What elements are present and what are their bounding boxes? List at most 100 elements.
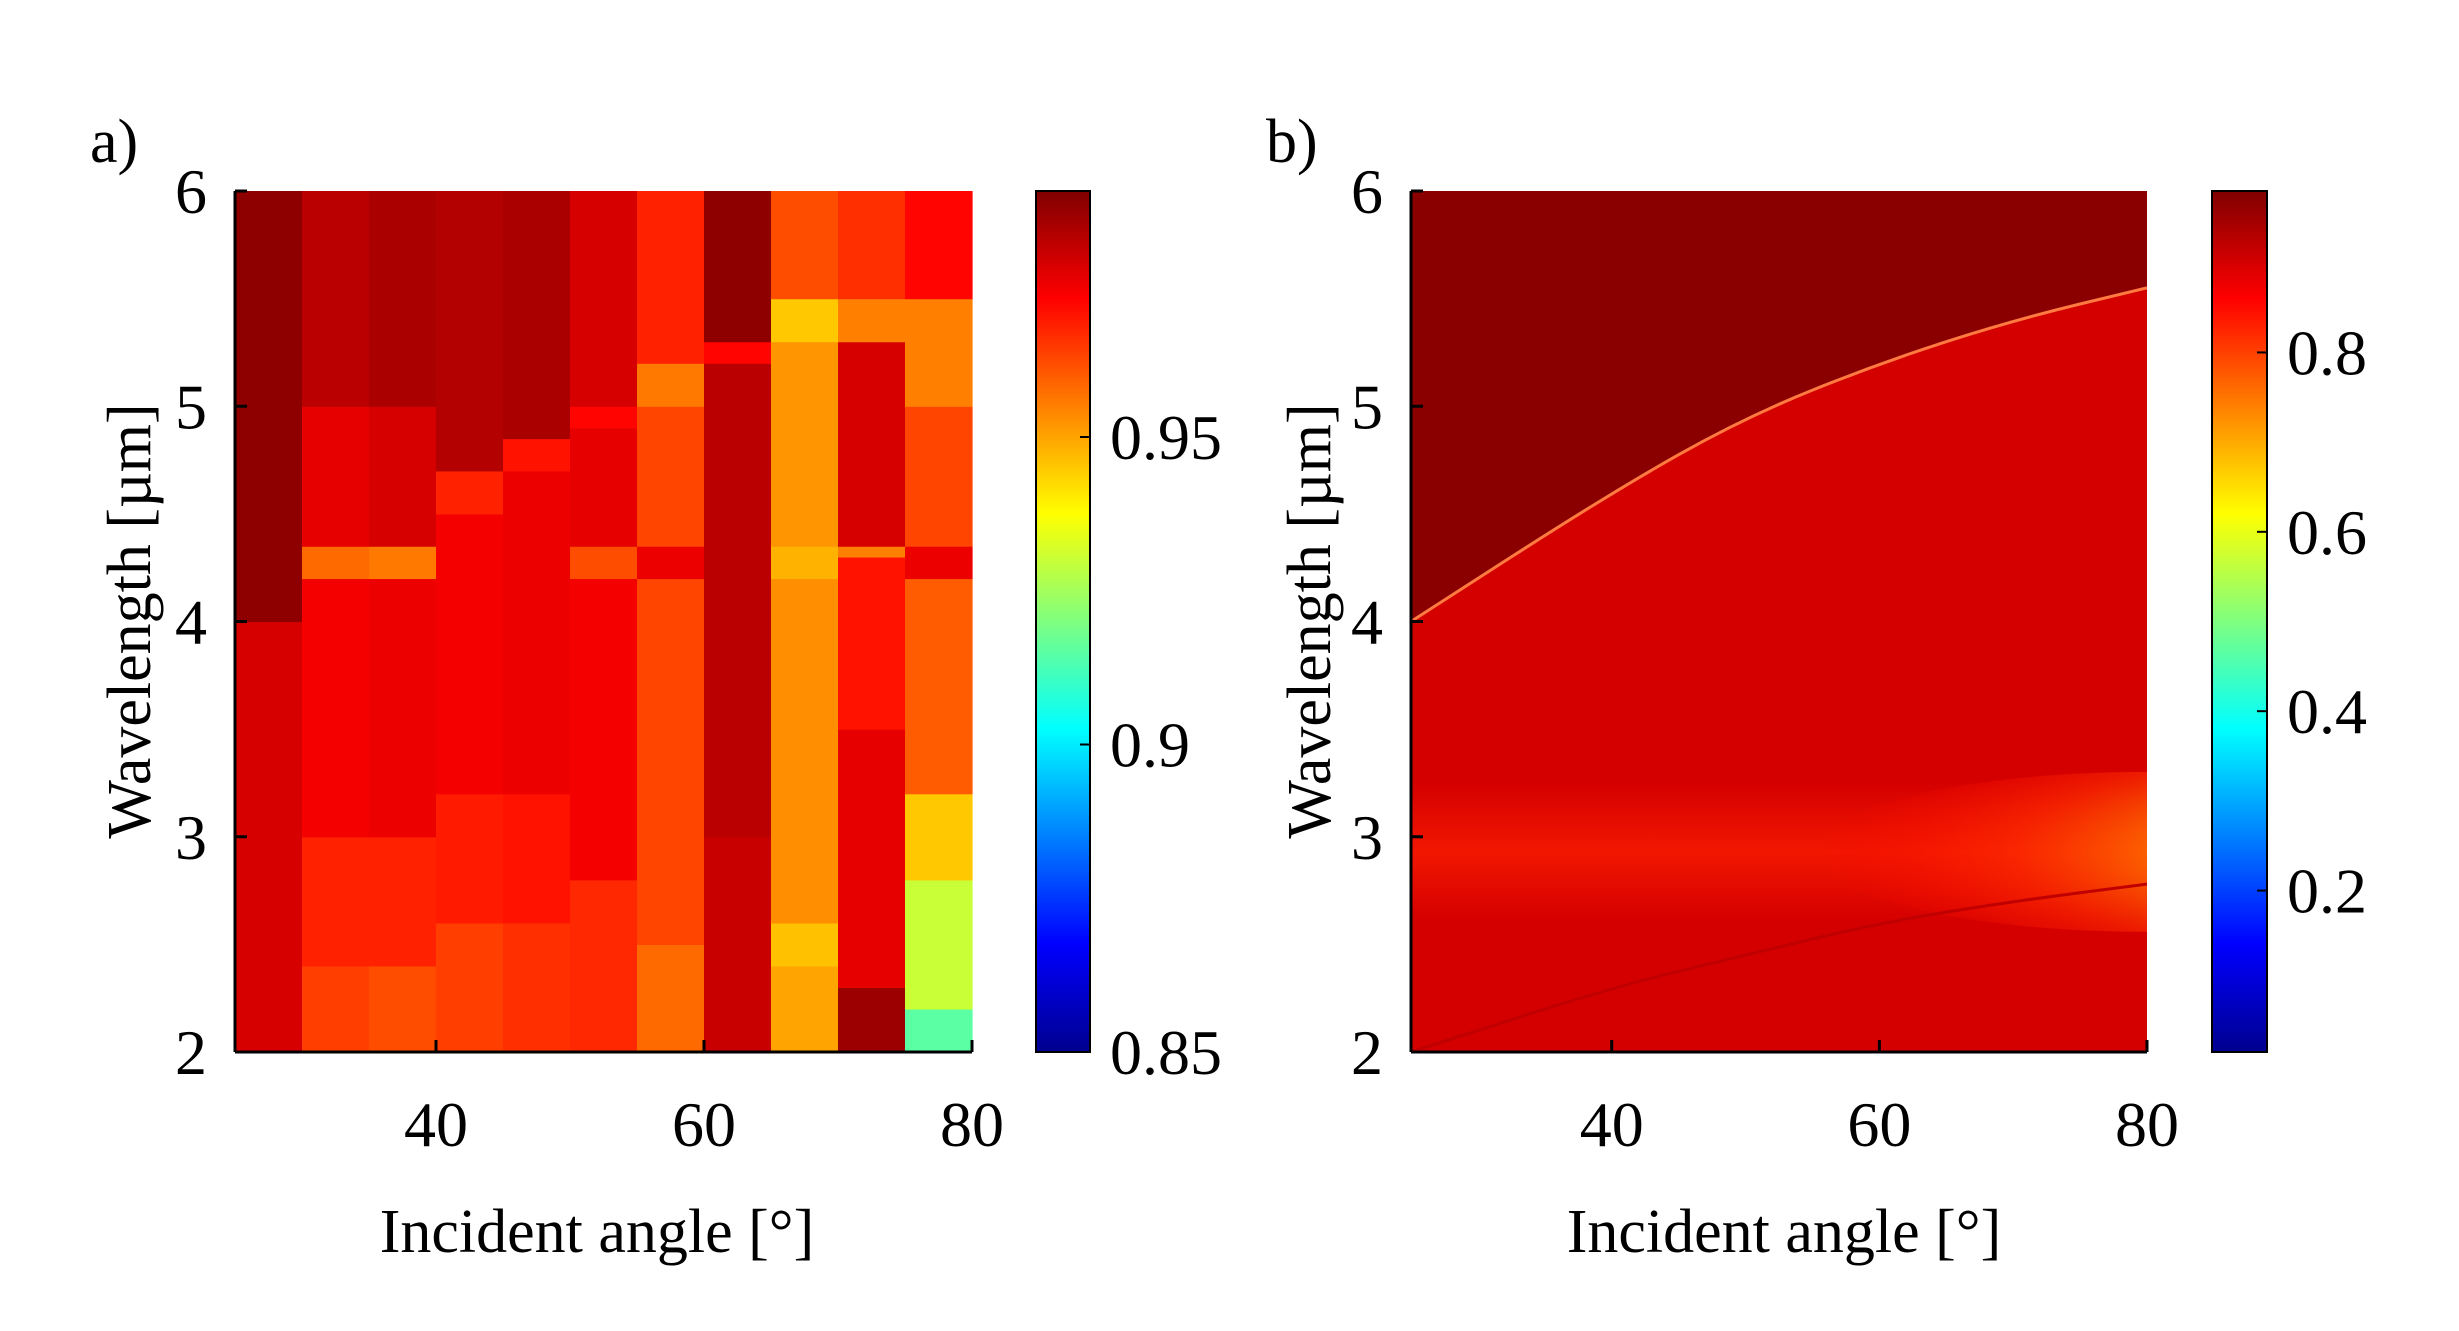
heatmap-cell — [503, 191, 571, 440]
panel-a-label: a) — [90, 108, 138, 176]
colorbar-gradient — [1035, 190, 1091, 1053]
heatmap-cell — [704, 191, 772, 343]
colorbar-tick-label: 0.2 — [2287, 856, 2367, 927]
colorbar-tick-label: 0.9 — [1110, 710, 1190, 781]
y-tick-label: 3 — [1351, 802, 1383, 873]
panel-b-xlabel: Incident angle [°] — [1567, 1198, 2001, 1266]
heatmap-cell — [436, 793, 504, 924]
heatmap-cell — [503, 470, 571, 795]
heatmap-cell — [838, 987, 906, 1053]
heatmap-cell — [369, 406, 437, 547]
heatmap-cell — [302, 578, 370, 838]
heatmap-cell — [905, 1008, 973, 1053]
colorbar-tick-label: 0.6 — [2287, 497, 2367, 568]
y-tick-label: 6 — [1351, 156, 1383, 227]
heatmap-cell — [369, 191, 437, 407]
heatmap-cell — [838, 546, 906, 558]
panel-b-axes: 2 3 4 5 6 40 60 80 — [1351, 156, 2179, 1160]
heatmap-cell — [637, 578, 705, 945]
panel-b-ylabel: Wavelength [µm] — [1276, 403, 1344, 838]
heatmap-cell — [570, 578, 638, 881]
heatmap-cell — [637, 191, 705, 364]
heatmap-cell — [838, 298, 906, 343]
y-tick-label: 6 — [175, 156, 207, 227]
heatmap-cell — [570, 427, 638, 547]
heatmap-cell — [771, 922, 839, 967]
heatmap-cell — [637, 944, 705, 1053]
heatmap-cell — [838, 556, 906, 730]
heatmap-cell — [838, 341, 906, 547]
colorbar-tick-label: 0.95 — [1110, 402, 1222, 473]
y-tick-label: 5 — [175, 371, 207, 442]
panel-a-heatmap — [235, 191, 973, 1053]
heatmap-cell — [905, 793, 973, 881]
heatmap-cell — [570, 191, 638, 407]
y-tick-label: 2 — [175, 1017, 207, 1088]
panel-a-colorbar: 0.85 0.9 0.95 — [1035, 190, 1222, 1088]
heatmap-cell — [838, 191, 906, 300]
heatmap-cell — [704, 341, 772, 364]
heatmap-cell — [503, 438, 571, 472]
heatmap-cell — [771, 191, 839, 300]
heatmap-cell — [637, 406, 705, 547]
x-tick-label: 40 — [1580, 1089, 1644, 1160]
heatmap-cell — [704, 363, 772, 838]
x-tick-label: 80 — [2115, 1089, 2179, 1160]
upper-region — [1411, 191, 2147, 622]
panel-a-ylabel: Wavelength [µm] — [96, 403, 164, 838]
y-tick-label: 2 — [1351, 1017, 1383, 1088]
heatmap-cell — [302, 546, 370, 580]
panel-a-axes: 2 3 4 5 6 40 60 80 — [175, 156, 1004, 1160]
heatmap-cell — [771, 546, 839, 580]
y-tick-label: 5 — [1351, 371, 1383, 442]
heatmap-cell — [570, 879, 638, 1053]
panel-a: a) 2 3 4 5 6 40 60 80 Incident angle [°] Wavele… — [90, 108, 1222, 1266]
heatmap-cell — [637, 363, 705, 407]
heatmap-cell — [905, 191, 973, 300]
heatmap-cell — [436, 922, 504, 1053]
x-tick-label: 40 — [404, 1089, 468, 1160]
panel-b-label: b) — [1266, 108, 1318, 176]
heatmap-cell — [570, 406, 638, 429]
lower-boundary-line — [1411, 882, 2147, 1052]
x-tick-label: 80 — [940, 1089, 1004, 1160]
heatmap-cell — [302, 965, 370, 1053]
heatmap-cell — [905, 298, 973, 407]
heatmap-cell — [436, 191, 504, 472]
heatmap-cell — [771, 298, 839, 343]
heatmap-cell — [771, 341, 839, 547]
upper-boundary-line — [1411, 286, 2147, 623]
heatmap-cell — [637, 546, 705, 580]
heatmap-cell — [436, 470, 504, 515]
heatmap-cell — [369, 578, 437, 838]
heatmap-cell — [302, 406, 370, 547]
heatmap-cell — [436, 513, 504, 795]
y-tick-label: 4 — [175, 587, 207, 658]
panel-a-xlabel: Incident angle [°] — [380, 1198, 814, 1266]
panel-b-heatmap — [1411, 191, 2147, 1052]
colorbar-tick-label: 0.85 — [1110, 1017, 1222, 1088]
heatmap-cell — [771, 578, 839, 924]
heatmap-cell — [302, 191, 370, 407]
heatmap-cell — [503, 922, 571, 1053]
heatmap-cell — [905, 578, 973, 795]
heatmap-cell — [905, 879, 973, 1010]
absorption-band-hotspot — [1817, 771, 2147, 932]
heatmap-cell — [302, 836, 370, 967]
heatmap-cell — [369, 836, 437, 967]
heatmap-cell — [369, 965, 437, 1053]
y-tick-label: 4 — [1351, 587, 1383, 658]
colorbar-gradient — [2211, 190, 2268, 1053]
colorbar-tick-label: 0.4 — [2287, 676, 2367, 747]
heatmap-cell — [771, 965, 839, 1053]
heatmap-cell — [838, 729, 906, 989]
heatmap-cell — [503, 793, 571, 924]
heatmap-cell — [704, 836, 772, 1053]
panel-b-colorbar: 0.2 0.4 0.6 0.8 — [2211, 190, 2367, 1053]
panel-b: b) 2 3 4 5 6 40 60 80 Incident angle [°] Wavele… — [1266, 108, 2367, 1266]
x-tick-label: 60 — [1847, 1089, 1911, 1160]
colorbar-tick-label: 0.8 — [2287, 317, 2367, 388]
y-tick-label: 3 — [175, 802, 207, 873]
heatmap-cell — [369, 546, 437, 580]
